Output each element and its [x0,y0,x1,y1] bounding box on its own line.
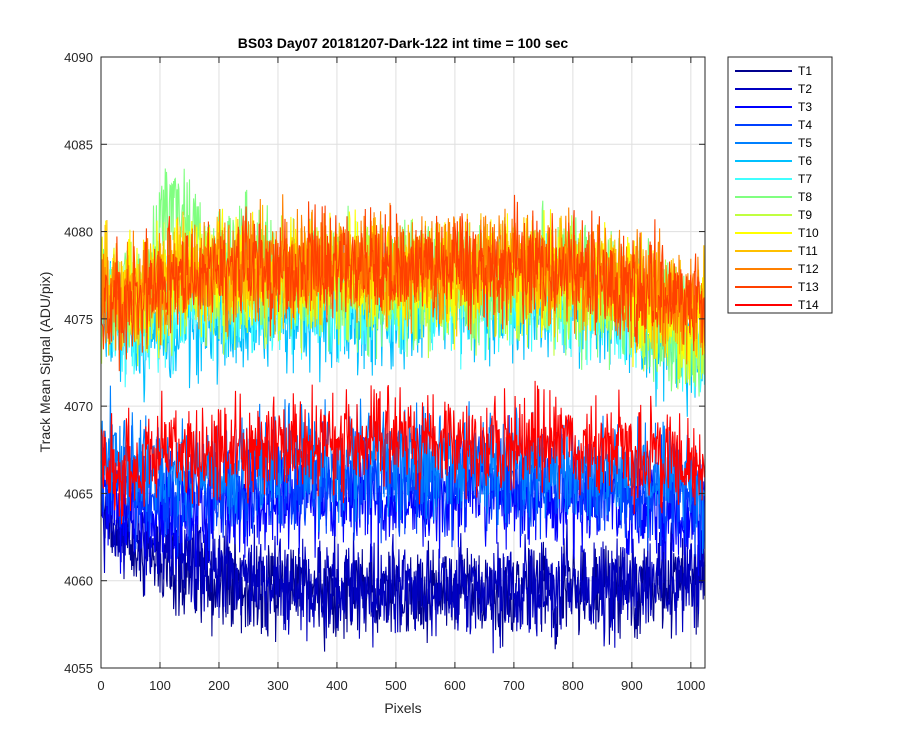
x-tick-label: 500 [385,678,407,693]
legend-label-t13: T13 [798,280,819,294]
legend-label-t7: T7 [798,172,812,186]
legend-label-t3: T3 [798,100,812,114]
y-tick-label: 4075 [64,312,93,327]
x-tick-label: 300 [267,678,289,693]
x-tick-label: 700 [503,678,525,693]
legend-label-t14: T14 [798,298,819,312]
series-lines [100,168,706,654]
y-axis-label: Track Mean Signal (ADU/pix) [37,272,53,453]
legend-label-t8: T8 [798,190,812,204]
y-tick-label: 4055 [64,661,93,676]
y-tick-label: 4065 [64,486,93,501]
x-axis-label: Pixels [384,700,421,716]
y-tick-label: 4070 [64,399,93,414]
legend-label-t10: T10 [798,226,819,240]
legend-label-t6: T6 [798,154,812,168]
x-tick-label: 100 [149,678,171,693]
y-tick-label: 4090 [64,50,93,65]
chart-title: BS03 Day07 20181207-Dark-122 int time = … [238,35,569,51]
legend-label-t4: T4 [798,118,812,132]
y-tick-label: 4085 [64,137,93,152]
series-line-t13 [100,194,706,372]
legend: T1 T2 T3 T4 T5 T6 T7 T8 T9 T10 T11 T12 T13 T14 [727,56,833,314]
series-line-t14 [100,380,706,525]
series-line-t2 [100,458,706,654]
plot-frame [100,56,706,669]
x-tick-label: 400 [326,678,348,693]
x-tick-label: 1000 [676,678,705,693]
legend-label-t9: T9 [798,208,812,222]
legend-label-t12: T12 [798,262,819,276]
axis-ticks: 0 100 200 300 400 500 600 700 800 900 1000 4055 4060… [64,50,705,693]
x-tick-label: 200 [208,678,230,693]
y-tick-label: 4060 [64,574,93,589]
legend-label-t1: T1 [798,64,812,78]
legend-label-t11: T11 [798,244,818,258]
legend-box [727,56,833,314]
legend-label-t2: T2 [798,82,812,96]
y-tick-label: 4080 [64,225,93,240]
x-tick-label: 800 [562,678,584,693]
series-line-t1 [100,471,706,652]
legend-label-t5: T5 [798,136,812,150]
x-tick-label: 900 [621,678,643,693]
series-line-t5 [100,385,706,554]
x-tick-label: 0 [97,678,104,693]
x-tick-label: 600 [444,678,466,693]
